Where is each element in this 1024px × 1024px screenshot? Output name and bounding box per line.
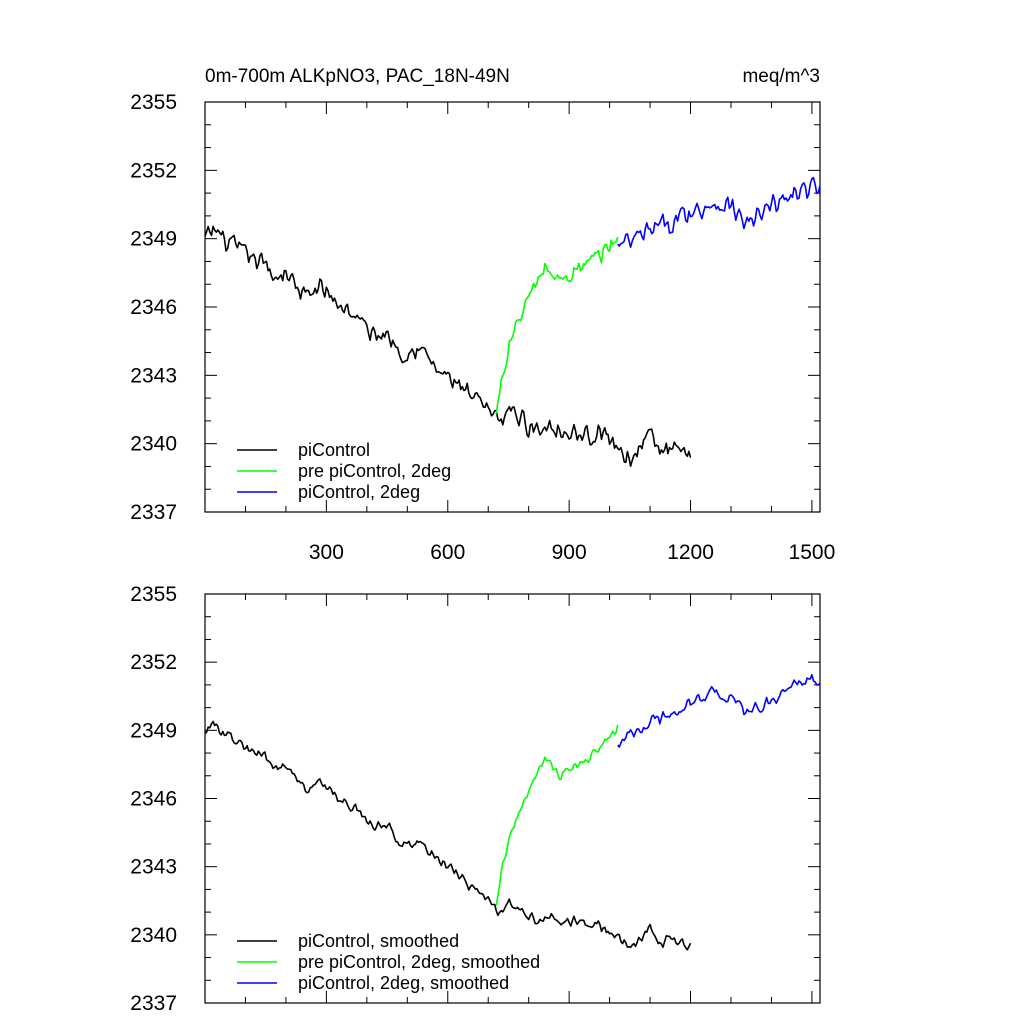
- legend-label: pre piControl, 2deg, smoothed: [298, 952, 540, 972]
- series-line-2: [495, 236, 619, 414]
- chart-units: meq/m^3: [742, 66, 820, 87]
- y-tick-label: 2352: [130, 159, 177, 182]
- chart-panel-1: 2337 2340 2343 2346 2349 2352 2355 300 600 900 120…: [130, 66, 835, 564]
- y-tick-label: 2355: [130, 91, 177, 114]
- y-tick-label: 2346: [130, 296, 177, 319]
- series-line-3: [617, 176, 821, 248]
- x-tick-label: 1500: [789, 541, 836, 564]
- chart-title: 0m-700m ALKpNO3, PAC_18N-49N: [205, 66, 510, 87]
- chart-panel-2: 2337 2340 2343 2346 2349 2352 2355 piControl, s…: [130, 583, 821, 1015]
- series-line-1: [204, 720, 692, 951]
- y-tick-label: 2352: [130, 651, 177, 674]
- x-tick-label: 300: [309, 541, 344, 564]
- y-tick-label: 2346: [130, 788, 177, 811]
- y-tick-label: 2349: [130, 228, 177, 251]
- legend-label: piControl, 2deg: [298, 482, 420, 502]
- y-tick-label: 2337: [130, 992, 177, 1015]
- y-tick-label: 2337: [130, 501, 177, 524]
- x-tick-label: 1200: [667, 541, 714, 564]
- legend-label: piControl, smoothed: [298, 931, 459, 951]
- y-tick-label: 2340: [130, 433, 177, 456]
- y-tick-label: 2340: [130, 924, 177, 947]
- series-line-1: [204, 225, 692, 468]
- legend-label: pre piControl, 2deg: [298, 461, 451, 481]
- y-tick-label: 2343: [130, 856, 177, 879]
- legend-label: piControl: [298, 440, 370, 460]
- series-line-3: [617, 673, 821, 748]
- legend-label: piControl, 2deg, smoothed: [298, 973, 509, 993]
- y-tick-label: 2349: [130, 719, 177, 742]
- series-line-2: [495, 724, 619, 906]
- x-tick-label: 600: [430, 541, 465, 564]
- x-tick-label: 900: [552, 541, 587, 564]
- y-tick-label: 2355: [130, 583, 177, 606]
- y-tick-label: 2343: [130, 364, 177, 387]
